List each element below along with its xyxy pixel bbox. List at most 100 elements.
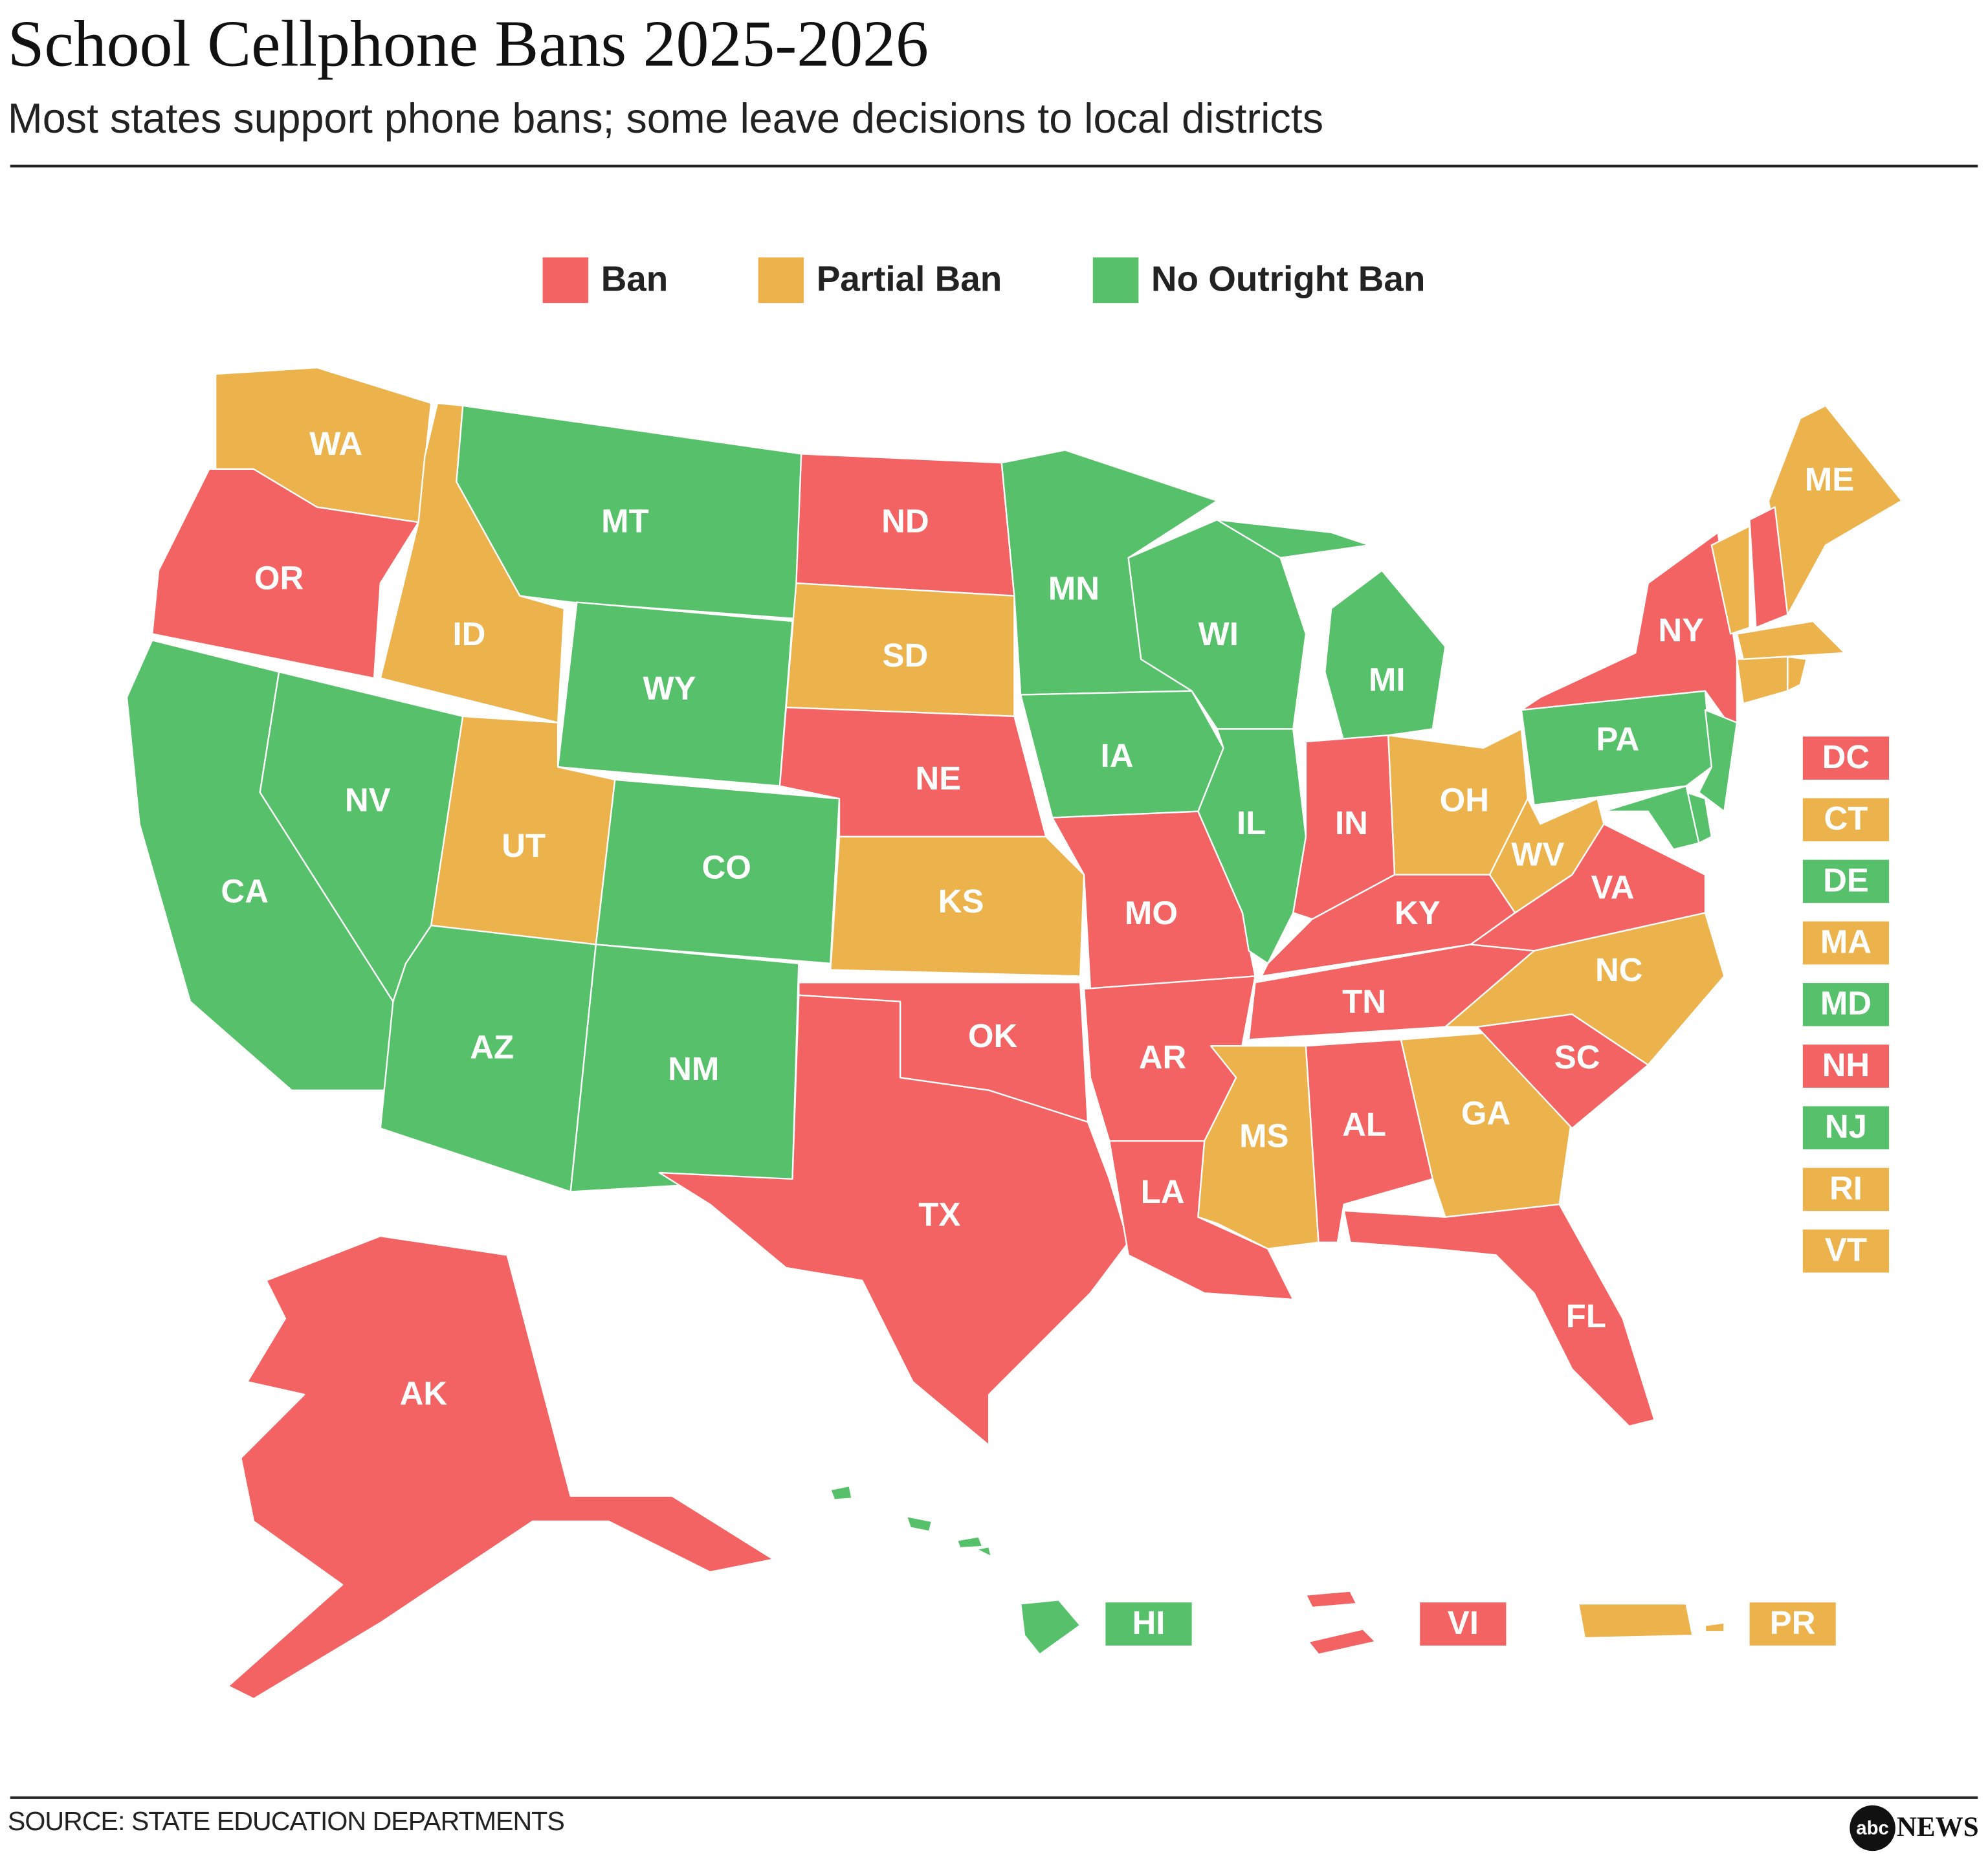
state-label: CO (701, 848, 751, 885)
state-label: MS (1239, 1118, 1288, 1154)
state-box (1802, 859, 1890, 903)
state-label: IA (1101, 737, 1134, 774)
state-box-label: NJ (1825, 1108, 1867, 1145)
state-shape (227, 1235, 775, 1700)
state-label: SD (882, 637, 928, 674)
title: School Cellphone Bans 2025-2026 (8, 8, 929, 81)
territory-label: HI (1132, 1604, 1165, 1641)
state-box-label: CT (1824, 800, 1868, 837)
territory-shape (1305, 1590, 1358, 1609)
state-shape (151, 468, 419, 679)
state-shape (1736, 620, 1846, 660)
state-label: NE (915, 760, 961, 797)
state-label: VA (1591, 869, 1635, 906)
territory-shape (1577, 1602, 1694, 1639)
state-box (1802, 1229, 1890, 1273)
state-shape (1324, 569, 1446, 743)
state-label: WV (1511, 836, 1564, 873)
legend-swatch (542, 257, 589, 304)
state-label: NC (1595, 951, 1643, 988)
territory-shape (956, 1536, 984, 1549)
state-shape (1603, 785, 1700, 850)
state-label: KY (1395, 894, 1441, 931)
state-box-label: MA (1820, 923, 1872, 960)
legend-swatch (1092, 257, 1139, 304)
legend: Ban Partial Ban No Outright Ban (542, 257, 1425, 304)
legend-swatch (758, 257, 804, 304)
state-label: WA (309, 425, 362, 462)
logo-circle (1850, 1805, 1895, 1851)
state-shape (1787, 656, 1807, 692)
state-box (1802, 798, 1890, 842)
state-label: FL (1566, 1298, 1606, 1334)
state-label: AR (1139, 1039, 1187, 1076)
state-label: CA (221, 873, 269, 910)
state-label: SC (1554, 1039, 1600, 1076)
subtitle: Most states support phone bans; some lea… (8, 94, 1323, 142)
state-box (1802, 1167, 1890, 1211)
state-label: TN (1342, 983, 1386, 1020)
state-shape (658, 994, 1129, 1446)
state-box-label: DC (1822, 738, 1870, 775)
state-shape (1343, 1203, 1655, 1428)
state-shape (1197, 728, 1307, 965)
territory-shape (905, 1515, 933, 1532)
state-box (1802, 736, 1890, 780)
state-label: OR (254, 560, 304, 597)
state-shape (1767, 404, 1903, 616)
territory-label: VI (1448, 1604, 1479, 1641)
state-label: ND (881, 503, 929, 540)
state-label: PA (1596, 720, 1639, 757)
state-box (1802, 921, 1890, 965)
logo-text: NEWS (1897, 1812, 1979, 1842)
state-shape (1698, 709, 1738, 812)
source: SOURCE: STATE EDUCATION DEPARTMENTS (8, 1806, 564, 1836)
state-shape (1488, 798, 1605, 914)
state-label: IL (1237, 804, 1266, 841)
state-label: IN (1335, 804, 1368, 841)
state-shape (830, 835, 1085, 977)
state-box (1802, 1044, 1890, 1088)
state-label: AK (400, 1375, 448, 1411)
state-box-label: MD (1820, 985, 1872, 1022)
state-label: NY (1658, 612, 1704, 648)
legend-label: Partial Ban (817, 258, 1002, 298)
territory-shape (830, 1485, 853, 1501)
state-label: WY (643, 670, 696, 707)
state-box-label: RI (1829, 1169, 1862, 1206)
state-shape (1736, 656, 1789, 705)
legend-label: No Outright Ban (1151, 258, 1425, 298)
territory-box (1420, 1602, 1507, 1646)
state-box (1802, 983, 1890, 1026)
state-label: GA (1461, 1094, 1510, 1131)
state-label: MN (1048, 569, 1099, 606)
territory-shape (1307, 1628, 1376, 1655)
state-labels: WA OR CA NV ID MT WY UT CO AZ NM ND SD NE KS OK TX MN IA MO… (221, 425, 1890, 1646)
state-label: MO (1125, 894, 1178, 931)
state-label: MT (601, 503, 649, 540)
territory-box (1105, 1602, 1192, 1646)
state-label: NM (668, 1050, 719, 1087)
logo-mark: abc (1856, 1818, 1889, 1839)
state-shape (1749, 506, 1789, 628)
state-label: MI (1369, 661, 1406, 698)
state-label: ME (1805, 461, 1854, 498)
territory-box (1749, 1602, 1836, 1646)
state-box-label: VT (1825, 1232, 1867, 1268)
state-label: UT (502, 827, 546, 864)
state-label: TX (918, 1196, 960, 1233)
state-box-label: DE (1823, 861, 1869, 898)
state-label: AZ (470, 1029, 514, 1066)
state-label: AL (1342, 1106, 1386, 1143)
state-label: WI (1198, 615, 1239, 652)
state-label: ID (452, 615, 485, 652)
legend-label: Ban (601, 258, 668, 298)
territory-shape (1704, 1622, 1725, 1633)
states (126, 366, 1903, 1700)
state-label: OK (968, 1017, 1018, 1054)
state-shape (1216, 519, 1371, 559)
state-label: NV (345, 782, 391, 819)
state-shape (1710, 525, 1751, 635)
territory-shape (1019, 1599, 1081, 1655)
